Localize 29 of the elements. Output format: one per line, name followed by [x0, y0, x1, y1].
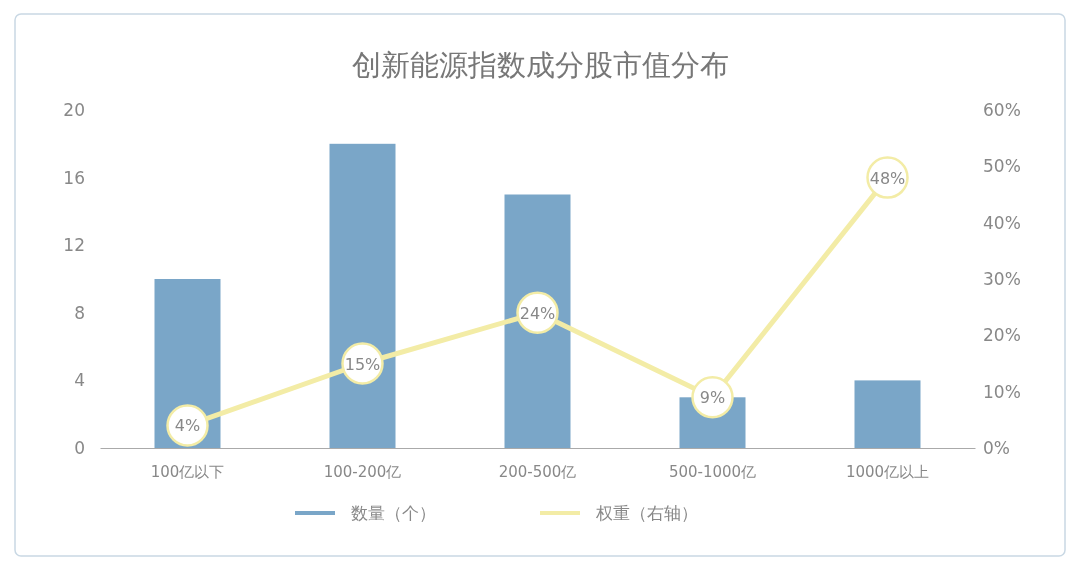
y-tick-label: 8: [74, 302, 85, 323]
y2-tick-label: 30%: [983, 268, 1021, 289]
y-tick-label: 4: [74, 370, 85, 391]
y-tick-label: 12: [63, 235, 85, 256]
bar: [854, 380, 921, 448]
bar: [504, 194, 571, 448]
y2-tick-label: 20%: [983, 325, 1021, 346]
data-label: 4%: [174, 416, 201, 436]
bar: [329, 143, 396, 448]
legend-label: 数量（个）: [351, 503, 436, 523]
y2-tick-label: 60%: [983, 99, 1021, 120]
chart-title: 创新能源指数成分股市值分布: [351, 48, 729, 82]
data-label: 15%: [344, 354, 381, 374]
y2-tick-label: 50%: [983, 156, 1021, 177]
y2-tick-label: 40%: [983, 212, 1021, 233]
data-label: 24%: [519, 303, 556, 323]
data-label: 9%: [699, 388, 726, 408]
x-tick-label: 500-1000亿: [668, 462, 757, 481]
y2-tick-label: 0%: [983, 437, 1010, 458]
y-tick-label: 20: [63, 99, 85, 120]
y-tick-label: 16: [63, 167, 85, 188]
data-label: 48%: [869, 168, 906, 188]
x-tick-label: 100亿以下: [150, 462, 225, 481]
y2-tick-label: 10%: [983, 381, 1021, 402]
x-tick-label: 100-200亿: [323, 462, 402, 481]
legend-label: 权重（右轴）: [595, 503, 698, 523]
x-tick-label: 200-500亿: [498, 462, 577, 481]
x-tick-label: 1000亿以上: [845, 462, 930, 481]
y-tick-label: 0: [74, 437, 85, 458]
